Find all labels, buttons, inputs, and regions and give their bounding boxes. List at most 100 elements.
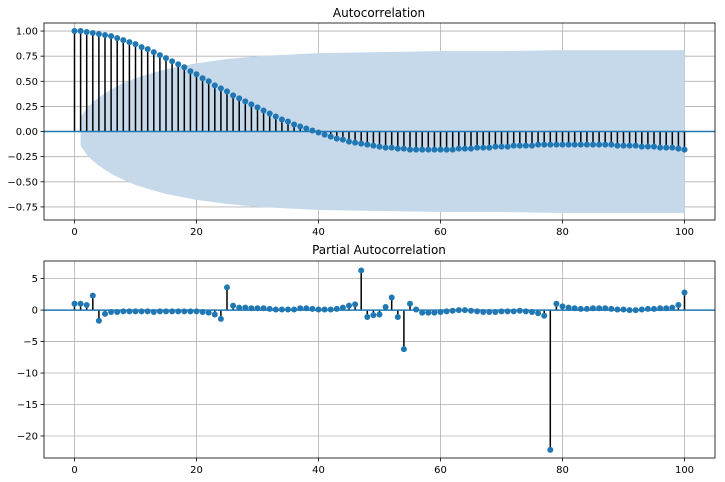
- pacf-point-56: [413, 306, 420, 313]
- acf-point-94: [644, 143, 651, 150]
- pacf-point-35: [285, 306, 291, 313]
- acf-point-22: [205, 78, 212, 85]
- acf-point-82: [571, 141, 578, 148]
- pacf-point-26: [230, 302, 237, 309]
- acf-point-39: [309, 127, 316, 134]
- acf-point-59: [431, 146, 438, 153]
- acf-point-80: [559, 141, 566, 148]
- acf-ytick-label-1: −0.50: [7, 177, 38, 188]
- acf-point-17: [175, 61, 182, 68]
- acf-point-38: [303, 125, 310, 132]
- acf-point-52: [388, 144, 395, 151]
- pacf-point-80: [559, 303, 566, 310]
- acf-point-90: [620, 142, 627, 149]
- acf-data-layer: [44, 28, 715, 213]
- acf-point-21: [199, 75, 206, 82]
- pacf-point-50: [376, 311, 383, 318]
- pacf-point-7: [114, 308, 121, 315]
- pacf-point-34: [278, 306, 285, 313]
- acf-point-29: [248, 101, 255, 108]
- pacf-point-39: [309, 305, 316, 312]
- pacf-point-66: [474, 308, 481, 315]
- pacf-point-45: [346, 302, 352, 309]
- acf-xtick-label-2: 40: [312, 227, 325, 238]
- pacf-point-63: [455, 307, 462, 314]
- acf-point-45: [346, 138, 352, 145]
- acf-point-30: [254, 104, 261, 111]
- pacf-point-87: [602, 305, 609, 312]
- pacf-point-75: [529, 308, 535, 315]
- pacf-xtick-label-2: 40: [312, 465, 325, 476]
- pacf-point-62: [449, 307, 456, 314]
- pacf-xtick-label-4: 80: [556, 465, 569, 476]
- acf-point-57: [419, 146, 426, 153]
- acf-point-2: [83, 29, 90, 36]
- pacf-point-32: [266, 305, 273, 312]
- acf-point-25: [224, 88, 230, 95]
- pacf-point-29: [248, 305, 255, 312]
- acf-point-6: [108, 33, 115, 40]
- acf-point-10: [132, 41, 139, 48]
- acf-point-51: [382, 144, 389, 151]
- acf-ytick-label-3: 0.00: [16, 127, 38, 138]
- acf-point-36: [291, 121, 298, 128]
- pacf-point-5: [102, 310, 108, 317]
- acf-xtick-label-5: 100: [675, 227, 694, 238]
- pacf-point-15: [163, 308, 169, 315]
- acf-point-12: [144, 46, 151, 53]
- acf-point-24: [217, 85, 224, 92]
- acf-point-0: [71, 28, 78, 35]
- acf-xtick-label-1: 20: [190, 227, 203, 238]
- acf-point-23: [211, 82, 218, 89]
- acf-point-65: [468, 145, 474, 152]
- pacf-data-layer: [44, 267, 715, 453]
- pacf-point-33: [272, 306, 279, 313]
- acf-point-27: [236, 95, 243, 102]
- acf-point-1: [77, 28, 84, 35]
- acf-point-76: [535, 141, 542, 148]
- acf-point-54: [400, 145, 407, 152]
- pacf-point-22: [205, 309, 212, 316]
- acf-point-13: [150, 49, 157, 56]
- acf-axes-frame: [43, 22, 716, 221]
- pacf-point-83: [577, 305, 584, 312]
- acf-point-87: [602, 141, 609, 148]
- acf-point-92: [632, 142, 639, 149]
- pacf-point-8: [120, 308, 127, 315]
- pacf-xtick-label-5: 100: [675, 465, 694, 476]
- pacf-plot-area: 0 20 40 60 80 100 −20 −15 −10 −5 0 5: [17, 260, 716, 476]
- pacf-ytick-label-4: 0: [32, 306, 38, 317]
- pacf-point-61: [443, 308, 450, 315]
- acf-point-89: [614, 142, 621, 149]
- acf-point-46: [352, 139, 359, 146]
- pacf-point-99: [675, 302, 682, 309]
- acf-point-44: [339, 136, 346, 143]
- acf-point-96: [657, 144, 664, 151]
- pacf-point-19: [187, 308, 194, 315]
- acf-point-93: [638, 143, 645, 150]
- pacf-point-58: [425, 309, 432, 316]
- pacf-point-88: [608, 305, 615, 312]
- pacf-panel: Partial Autocorrelation 0 20 40 60 80 100 −20 −…: [17, 243, 716, 476]
- pacf-point-60: [437, 308, 444, 315]
- pacf-point-57: [419, 309, 426, 316]
- acf-point-64: [461, 145, 468, 152]
- pacf-point-86: [596, 305, 603, 312]
- acf-point-100: [681, 146, 688, 153]
- pacf-point-3: [89, 292, 96, 299]
- pacf-point-17: [175, 308, 182, 315]
- pacf-point-23: [211, 311, 218, 318]
- pacf-point-21: [199, 308, 206, 315]
- acf-point-15: [163, 55, 169, 62]
- pacf-point-59: [431, 309, 438, 316]
- pacf-point-20: [193, 308, 200, 315]
- acf-point-28: [242, 98, 249, 105]
- pacf-point-55: [407, 300, 413, 307]
- pacf-point-70: [498, 308, 505, 315]
- pacf-point-4: [95, 317, 102, 324]
- acf-point-67: [480, 144, 487, 151]
- acf-point-75: [529, 142, 535, 149]
- pacf-point-13: [150, 308, 157, 315]
- pacf-point-85: [590, 305, 596, 312]
